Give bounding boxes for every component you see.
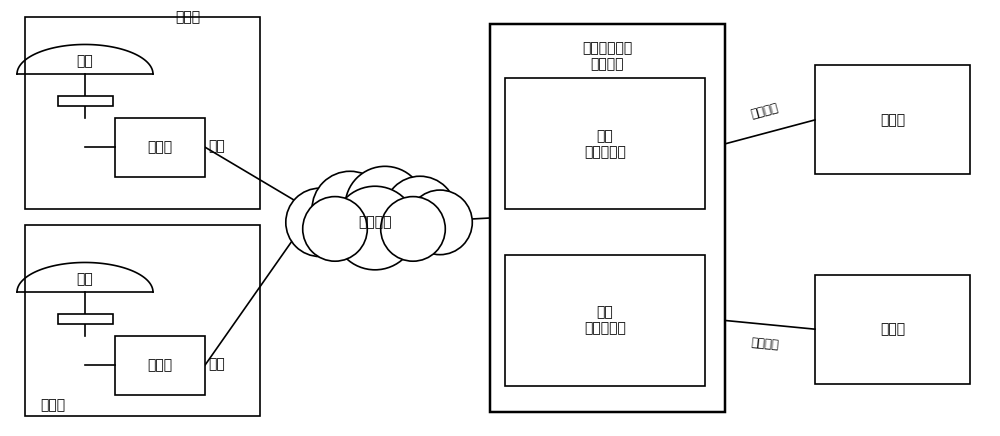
Text: 流动站: 流动站 (880, 113, 905, 127)
Text: 数据处理中心
（云端）: 数据处理中心 （云端） (582, 41, 633, 72)
Ellipse shape (345, 166, 425, 246)
Bar (815, 65, 970, 174)
Bar (115, 118, 205, 177)
Bar (25, 17, 260, 209)
Bar (505, 255, 705, 386)
Ellipse shape (384, 176, 456, 249)
Text: 光纤网络: 光纤网络 (358, 215, 392, 229)
Text: 射频: 射频 (208, 357, 225, 371)
Text: 基准站: 基准站 (175, 10, 200, 24)
Text: 基准站: 基准站 (40, 398, 65, 412)
Text: 云端
数据服务器: 云端 数据服务器 (584, 305, 626, 336)
Text: 天线: 天线 (77, 54, 93, 68)
Bar (25, 225, 260, 416)
Text: 云端
解算服务器: 云端 解算服务器 (584, 129, 626, 159)
Text: 采集器: 采集器 (147, 358, 173, 372)
Ellipse shape (333, 186, 417, 270)
Bar (490, 24, 725, 412)
Text: 采集器: 采集器 (147, 140, 173, 154)
Ellipse shape (312, 171, 388, 247)
Bar (115, 336, 205, 395)
Text: 数据网络: 数据网络 (750, 336, 780, 351)
Bar (505, 78, 705, 209)
Ellipse shape (303, 197, 367, 261)
Text: 数据网络: 数据网络 (750, 101, 780, 121)
Bar (58, 96, 113, 106)
Text: 射频: 射频 (208, 139, 225, 153)
Bar (815, 275, 970, 384)
Ellipse shape (286, 188, 354, 256)
Ellipse shape (381, 197, 445, 261)
Ellipse shape (408, 190, 472, 255)
Text: 天线: 天线 (77, 272, 93, 286)
Bar (58, 314, 113, 324)
Text: 流动站: 流动站 (880, 322, 905, 336)
